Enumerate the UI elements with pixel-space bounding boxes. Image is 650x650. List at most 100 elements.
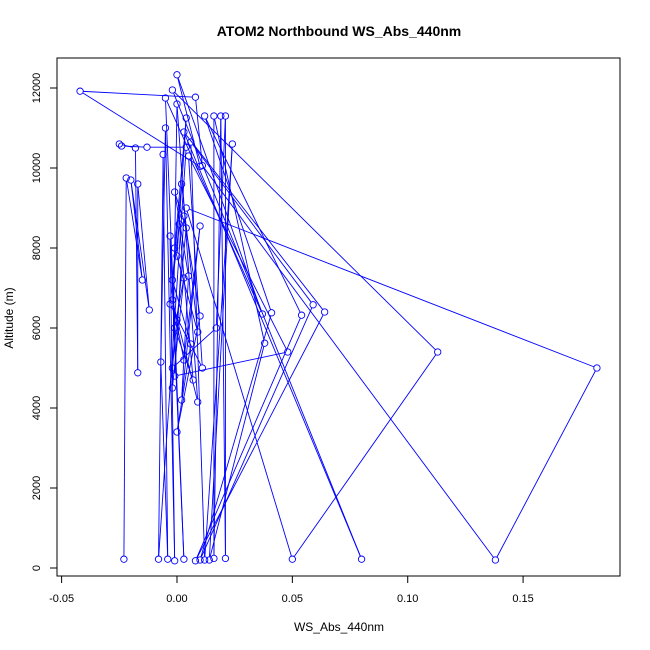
data-point — [168, 86, 177, 94]
line-segment — [135, 151, 139, 370]
line-segment — [126, 181, 143, 277]
line-segment — [174, 219, 185, 373]
data-point — [143, 143, 151, 151]
data-point — [182, 114, 190, 122]
data-point — [593, 364, 601, 372]
data-point — [297, 311, 306, 319]
line-segment — [165, 101, 185, 556]
line-segment — [172, 187, 182, 277]
data-point — [161, 94, 170, 102]
line-segment — [186, 211, 292, 557]
data-point — [212, 324, 220, 332]
data-point — [221, 554, 230, 563]
data-point — [288, 555, 297, 563]
x-tick-label: 0.15 — [512, 593, 533, 605]
line-segment — [171, 107, 178, 385]
data-point — [196, 556, 204, 564]
line-segment — [174, 121, 187, 245]
data-point — [180, 555, 188, 563]
x-tick-label: -0.05 — [49, 593, 74, 605]
line-segment — [123, 181, 127, 556]
line-segment — [213, 119, 222, 556]
data-point — [284, 348, 292, 356]
line-segment — [201, 307, 313, 558]
line-segment — [124, 145, 144, 148]
data-point — [201, 112, 209, 120]
data-point — [210, 112, 218, 120]
data-point — [168, 276, 177, 284]
y-axis: 0 2000 4000 6000 8000 10000 12000 — [31, 73, 58, 571]
line-segment — [165, 131, 176, 558]
data-point — [173, 316, 181, 324]
data-point — [115, 140, 123, 148]
data-point — [138, 276, 147, 284]
line-segment — [82, 92, 198, 165]
data-point — [166, 232, 174, 240]
line-segment — [195, 100, 203, 163]
line-segment — [184, 134, 361, 557]
data-point — [173, 428, 181, 436]
x-tick-label: 0.00 — [166, 593, 187, 605]
data-point — [171, 188, 179, 196]
y-axis-label: Altitude (m) — [2, 287, 16, 348]
data-point — [173, 71, 181, 79]
data-point — [164, 555, 172, 563]
line-segment — [169, 239, 176, 558]
line-segment — [183, 229, 201, 357]
data-point — [168, 384, 177, 392]
line-segment — [172, 283, 191, 341]
line-segment — [204, 168, 494, 558]
data-point — [201, 556, 209, 564]
data-point — [221, 112, 230, 120]
data-point — [159, 150, 167, 159]
data-point — [117, 142, 126, 150]
data-point — [180, 128, 188, 136]
y-tick-label: 2000 — [31, 476, 43, 500]
data-point — [171, 557, 179, 565]
x-tick-label: 0.10 — [397, 593, 418, 605]
data-point — [168, 364, 177, 372]
data-point — [198, 161, 207, 170]
data-point — [309, 301, 317, 309]
data-point — [198, 364, 207, 372]
line-segment — [205, 119, 271, 310]
data-point — [166, 300, 174, 308]
y-tick-label: 12000 — [31, 73, 43, 104]
line-segment — [177, 352, 285, 376]
line-segment — [192, 144, 312, 303]
line-segment — [496, 370, 596, 558]
data-point — [194, 398, 202, 406]
line-segment — [189, 208, 594, 368]
data-point — [131, 144, 140, 152]
data-point — [434, 348, 442, 356]
data-point — [182, 224, 190, 232]
data-point — [175, 220, 183, 228]
data-point — [491, 556, 500, 564]
line-segment — [189, 158, 287, 350]
data-point — [184, 272, 193, 280]
line-segment — [175, 251, 198, 329]
line-segment — [200, 315, 272, 557]
chart-title: ATOM2 Northbound WS_Abs_440nm — [217, 23, 462, 39]
data-point — [261, 339, 269, 347]
data-point — [267, 309, 276, 317]
y-tick-label: 0 — [31, 565, 43, 571]
data-point — [210, 554, 218, 563]
data-point — [168, 296, 177, 304]
x-axis: -0.05 0.00 0.05 0.10 0.15 — [49, 575, 534, 605]
data-point — [217, 112, 225, 120]
line-segment — [177, 319, 200, 429]
line-segment — [172, 281, 184, 385]
data-point — [258, 310, 267, 318]
data-point — [228, 140, 237, 148]
line-segment — [209, 346, 265, 557]
data-point — [180, 274, 188, 282]
data-point — [171, 244, 179, 252]
line-segment — [190, 145, 206, 557]
data-point — [171, 372, 179, 380]
line-segment — [181, 279, 189, 397]
data-point — [321, 308, 329, 316]
data-point — [191, 557, 200, 565]
